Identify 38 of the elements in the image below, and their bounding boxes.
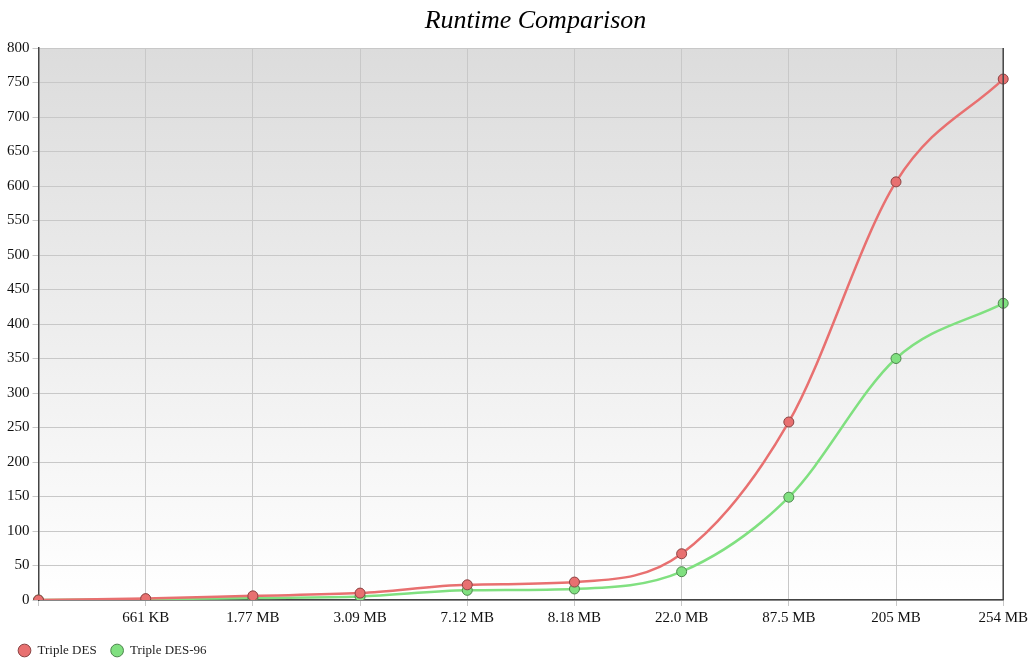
point xyxy=(568,576,580,588)
point xyxy=(676,566,688,578)
y-tick-label: 450 xyxy=(7,280,30,297)
point xyxy=(783,416,795,428)
x-tick-label: 205 MB xyxy=(871,608,921,625)
x-tick-label: 22.0 MB xyxy=(654,608,709,625)
x-tick-label: 8.18 MB xyxy=(547,608,602,625)
point xyxy=(676,548,688,560)
point xyxy=(354,587,366,599)
y-tick-label: 350 xyxy=(7,349,30,366)
point xyxy=(783,491,795,503)
point xyxy=(890,176,902,188)
y-tick-label: 100 xyxy=(7,521,30,538)
y-tick-label: 400 xyxy=(7,314,30,331)
x-tick-label: 1.77 MB xyxy=(226,608,280,625)
point xyxy=(890,353,902,364)
x-tick-label: 7.12 MB xyxy=(440,608,494,625)
y-tick-label: 500 xyxy=(7,245,30,262)
y-tick-label: 650 xyxy=(7,142,30,159)
y-tick-label: 800 xyxy=(7,38,30,55)
y-tick-label: 600 xyxy=(7,176,30,193)
chart-title: Runtime Comparison xyxy=(423,4,648,36)
x-tick-label: 661 KB xyxy=(122,608,170,625)
y-tick-label: 200 xyxy=(7,452,30,469)
x-tick-label: 87.5 MB xyxy=(762,608,816,625)
legend-label: Triple DES-96 xyxy=(130,641,208,657)
y-tick-label: 50 xyxy=(14,556,30,573)
y-tick-label: 0 xyxy=(22,590,30,607)
y-tick-label: 150 xyxy=(7,487,30,504)
y-tick-label: 700 xyxy=(7,107,30,124)
y-tick-label: 300 xyxy=(7,383,30,400)
y-tick-label: 750 xyxy=(7,73,30,90)
x-tick-label: 3.09 MB xyxy=(333,608,387,625)
y-tick-label: 550 xyxy=(7,211,30,228)
legend-label: Triple DES xyxy=(37,641,97,657)
x-tick-label: 254 MB xyxy=(978,608,1028,625)
y-tick-label: 250 xyxy=(7,418,30,435)
point xyxy=(461,579,473,591)
